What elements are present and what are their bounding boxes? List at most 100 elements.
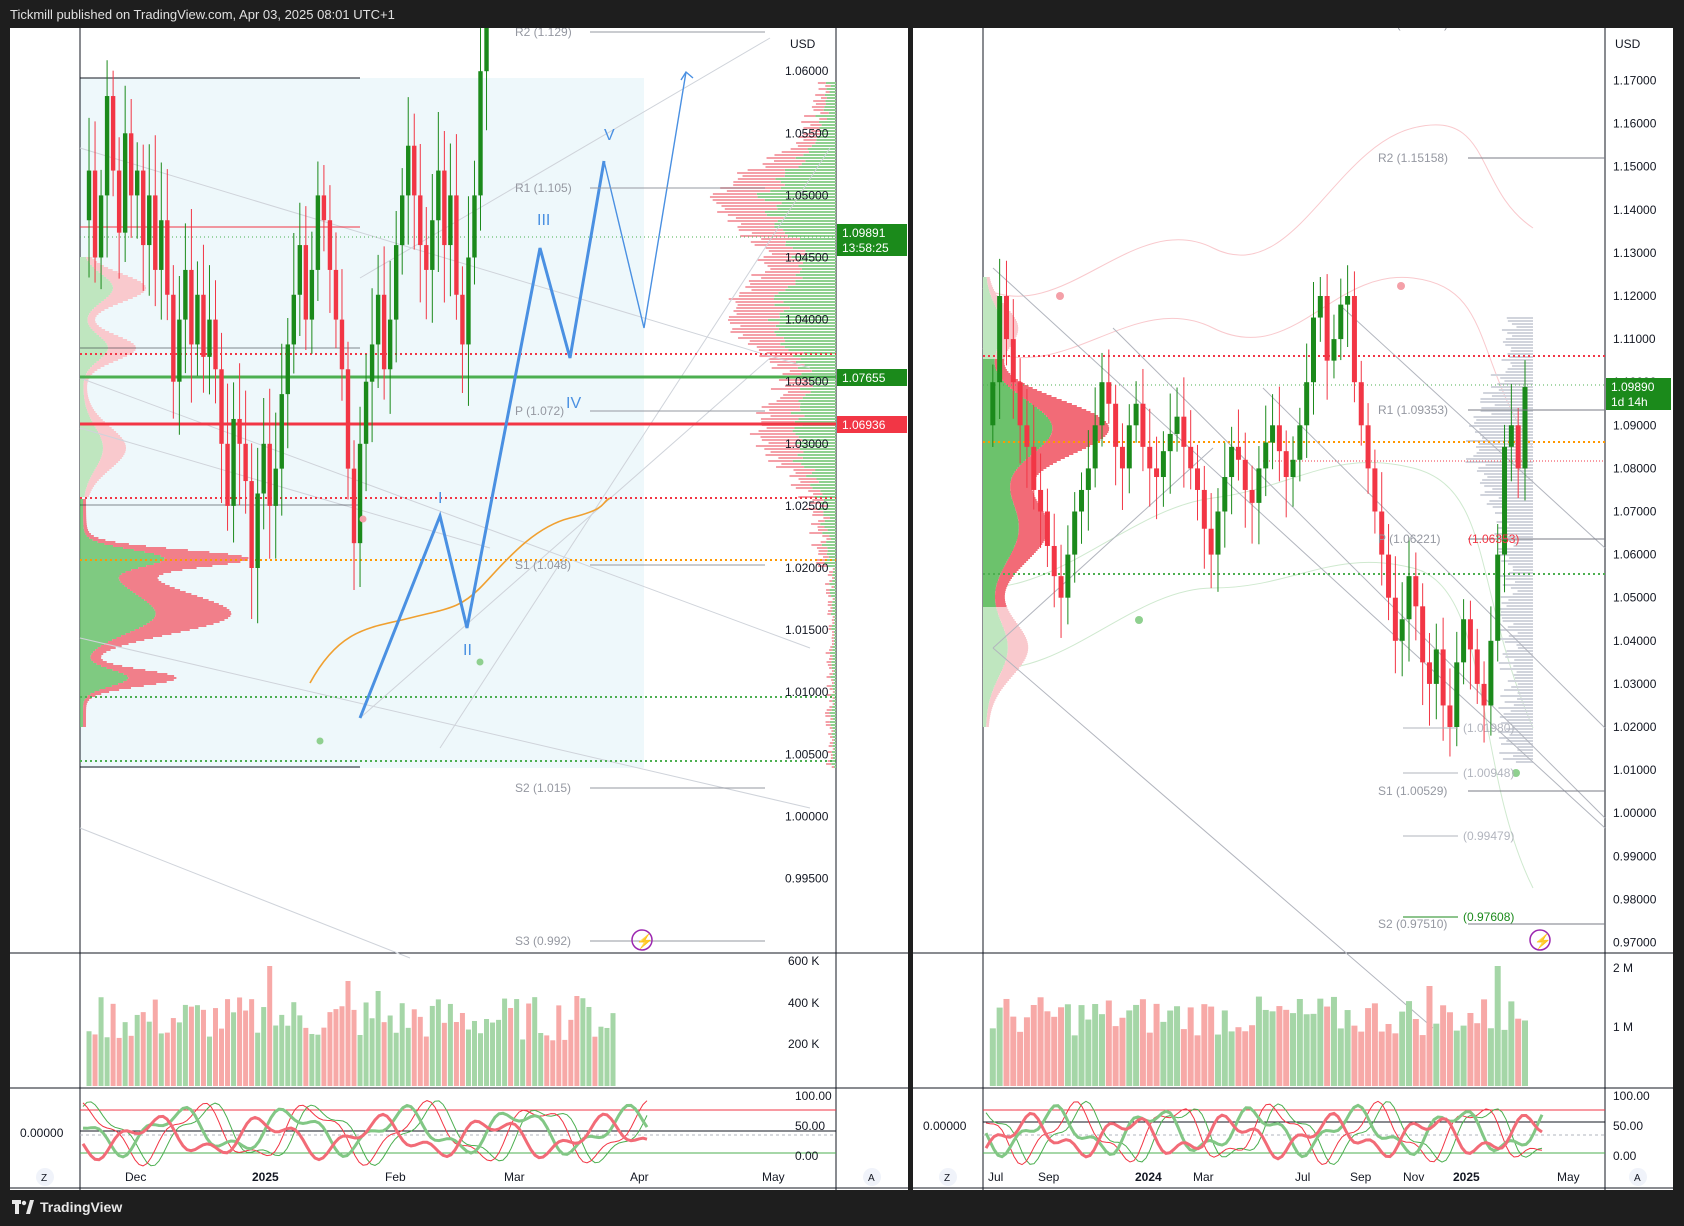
candle <box>1167 433 1173 452</box>
candle <box>436 170 441 221</box>
candle <box>369 344 375 382</box>
candle <box>412 145 417 196</box>
volume-bar <box>188 1006 194 1086</box>
price-tick-label: 1.03000 <box>1613 677 1657 691</box>
candle <box>116 170 122 233</box>
candle <box>363 381 369 444</box>
price-tag <box>837 369 907 386</box>
volume-bar <box>291 1002 297 1086</box>
candle <box>1133 403 1139 426</box>
volume-bar <box>1160 1021 1167 1086</box>
left-chart-pane[interactable]: I II III IV V R2 (1.129) R1 (1.105) P (1.072) S… <box>10 28 908 1190</box>
lightning-icon[interactable] <box>631 929 653 951</box>
volume-bar <box>1255 996 1262 1086</box>
volume-bar <box>1194 1035 1201 1086</box>
candle <box>255 493 260 568</box>
candle <box>1447 705 1453 727</box>
candle <box>1310 317 1316 383</box>
footer-bar: TradingView <box>0 1190 1684 1226</box>
volume-bar <box>550 1040 556 1086</box>
time-tick-label: 2025 <box>1453 1170 1480 1184</box>
candle <box>424 245 429 270</box>
candle <box>297 245 303 295</box>
volume-bar <box>261 1007 267 1086</box>
volume-bar <box>176 1022 182 1086</box>
volume-bar <box>1276 1006 1283 1086</box>
pivot-label: S1 (1.00529) <box>1378 784 1447 798</box>
volume-bar <box>1085 1019 1092 1086</box>
z-button[interactable] <box>939 1168 957 1186</box>
candle <box>189 269 194 345</box>
volume-bar <box>490 1022 496 1086</box>
lightning-icon[interactable] <box>1529 929 1551 951</box>
volume-bar <box>610 1013 616 1086</box>
volume-bar <box>86 1031 92 1086</box>
volume-bar <box>478 1033 483 1086</box>
volume-bar <box>453 1022 459 1086</box>
osc-value: 0.00000 <box>20 1126 64 1140</box>
time-tick-label: May <box>762 1170 785 1184</box>
volume-bar <box>568 1019 574 1086</box>
candle <box>1392 597 1398 641</box>
volume-bar <box>1412 1019 1419 1086</box>
volume-bar <box>1453 1030 1460 1086</box>
volume-bar <box>1324 1006 1331 1086</box>
candle <box>1024 425 1030 447</box>
candle <box>400 195 405 246</box>
pivot-red-label: (1.06353) <box>1468 532 1519 546</box>
price-tag <box>837 224 907 256</box>
volume-bar <box>598 1026 604 1086</box>
volume-bar <box>399 1003 405 1086</box>
pivot-label: R2 (1.15158) <box>1378 151 1448 165</box>
volume-bar <box>345 981 351 1086</box>
candle <box>478 71 483 196</box>
candle <box>430 220 435 270</box>
a-button[interactable] <box>1629 1168 1647 1186</box>
candle <box>1365 425 1371 469</box>
candle <box>1065 554 1071 598</box>
candle <box>1515 425 1521 469</box>
right-chart-svg[interactable]: R3 (1.18177) R2 (1.15158) R1 (1.09353) P (1… <box>913 28 1673 1190</box>
candle <box>273 468 278 506</box>
svg-text:1.06936: 1.06936 <box>842 418 886 432</box>
volume-bar <box>526 1003 532 1086</box>
volume-bar <box>267 966 273 1086</box>
elliott-wave-line[interactable] <box>358 160 606 719</box>
pivot-label: P (1.06221) <box>1378 532 1441 546</box>
z-button[interactable] <box>36 1168 54 1186</box>
price-tick-label: 1.01000 <box>1613 763 1657 777</box>
candle <box>448 195 453 246</box>
volume-bar <box>315 1034 321 1086</box>
right-chart-pane[interactable]: R3 (1.18177) R2 (1.15158) R1 (1.09353) P (1… <box>913 28 1673 1190</box>
volume-bar <box>1515 1018 1522 1086</box>
volume-bar <box>1481 999 1488 1086</box>
volume-bar <box>303 1027 309 1086</box>
volume-bar <box>164 1032 170 1086</box>
svg-text:A: A <box>868 1173 875 1184</box>
candle <box>104 96 110 196</box>
svg-text:1.07655: 1.07655 <box>842 371 886 385</box>
candle <box>1467 619 1473 650</box>
volume-bar <box>243 1010 249 1086</box>
tradingview-brand[interactable]: TradingView <box>12 1199 122 1215</box>
candle <box>1072 511 1078 555</box>
projection-line[interactable] <box>603 71 687 329</box>
volume-bar <box>1139 999 1146 1086</box>
candle <box>1372 468 1378 512</box>
candle <box>990 382 996 426</box>
price-tick-label: 1.02000 <box>1613 720 1657 734</box>
a-button[interactable] <box>863 1168 881 1186</box>
volume-tick-label: 400 K <box>788 996 819 1010</box>
candle <box>1215 511 1221 555</box>
volume-bar <box>1440 1005 1447 1086</box>
volume-bar <box>1446 1012 1453 1086</box>
candle <box>1208 528 1214 555</box>
volume-bar <box>285 1025 291 1086</box>
volume-bar <box>574 996 580 1086</box>
volume-bar <box>1487 1028 1494 1086</box>
price-tick-label: 0.99500 <box>785 872 829 886</box>
candle <box>357 443 363 544</box>
volume-bar <box>514 999 520 1086</box>
volume-bar <box>249 999 255 1086</box>
